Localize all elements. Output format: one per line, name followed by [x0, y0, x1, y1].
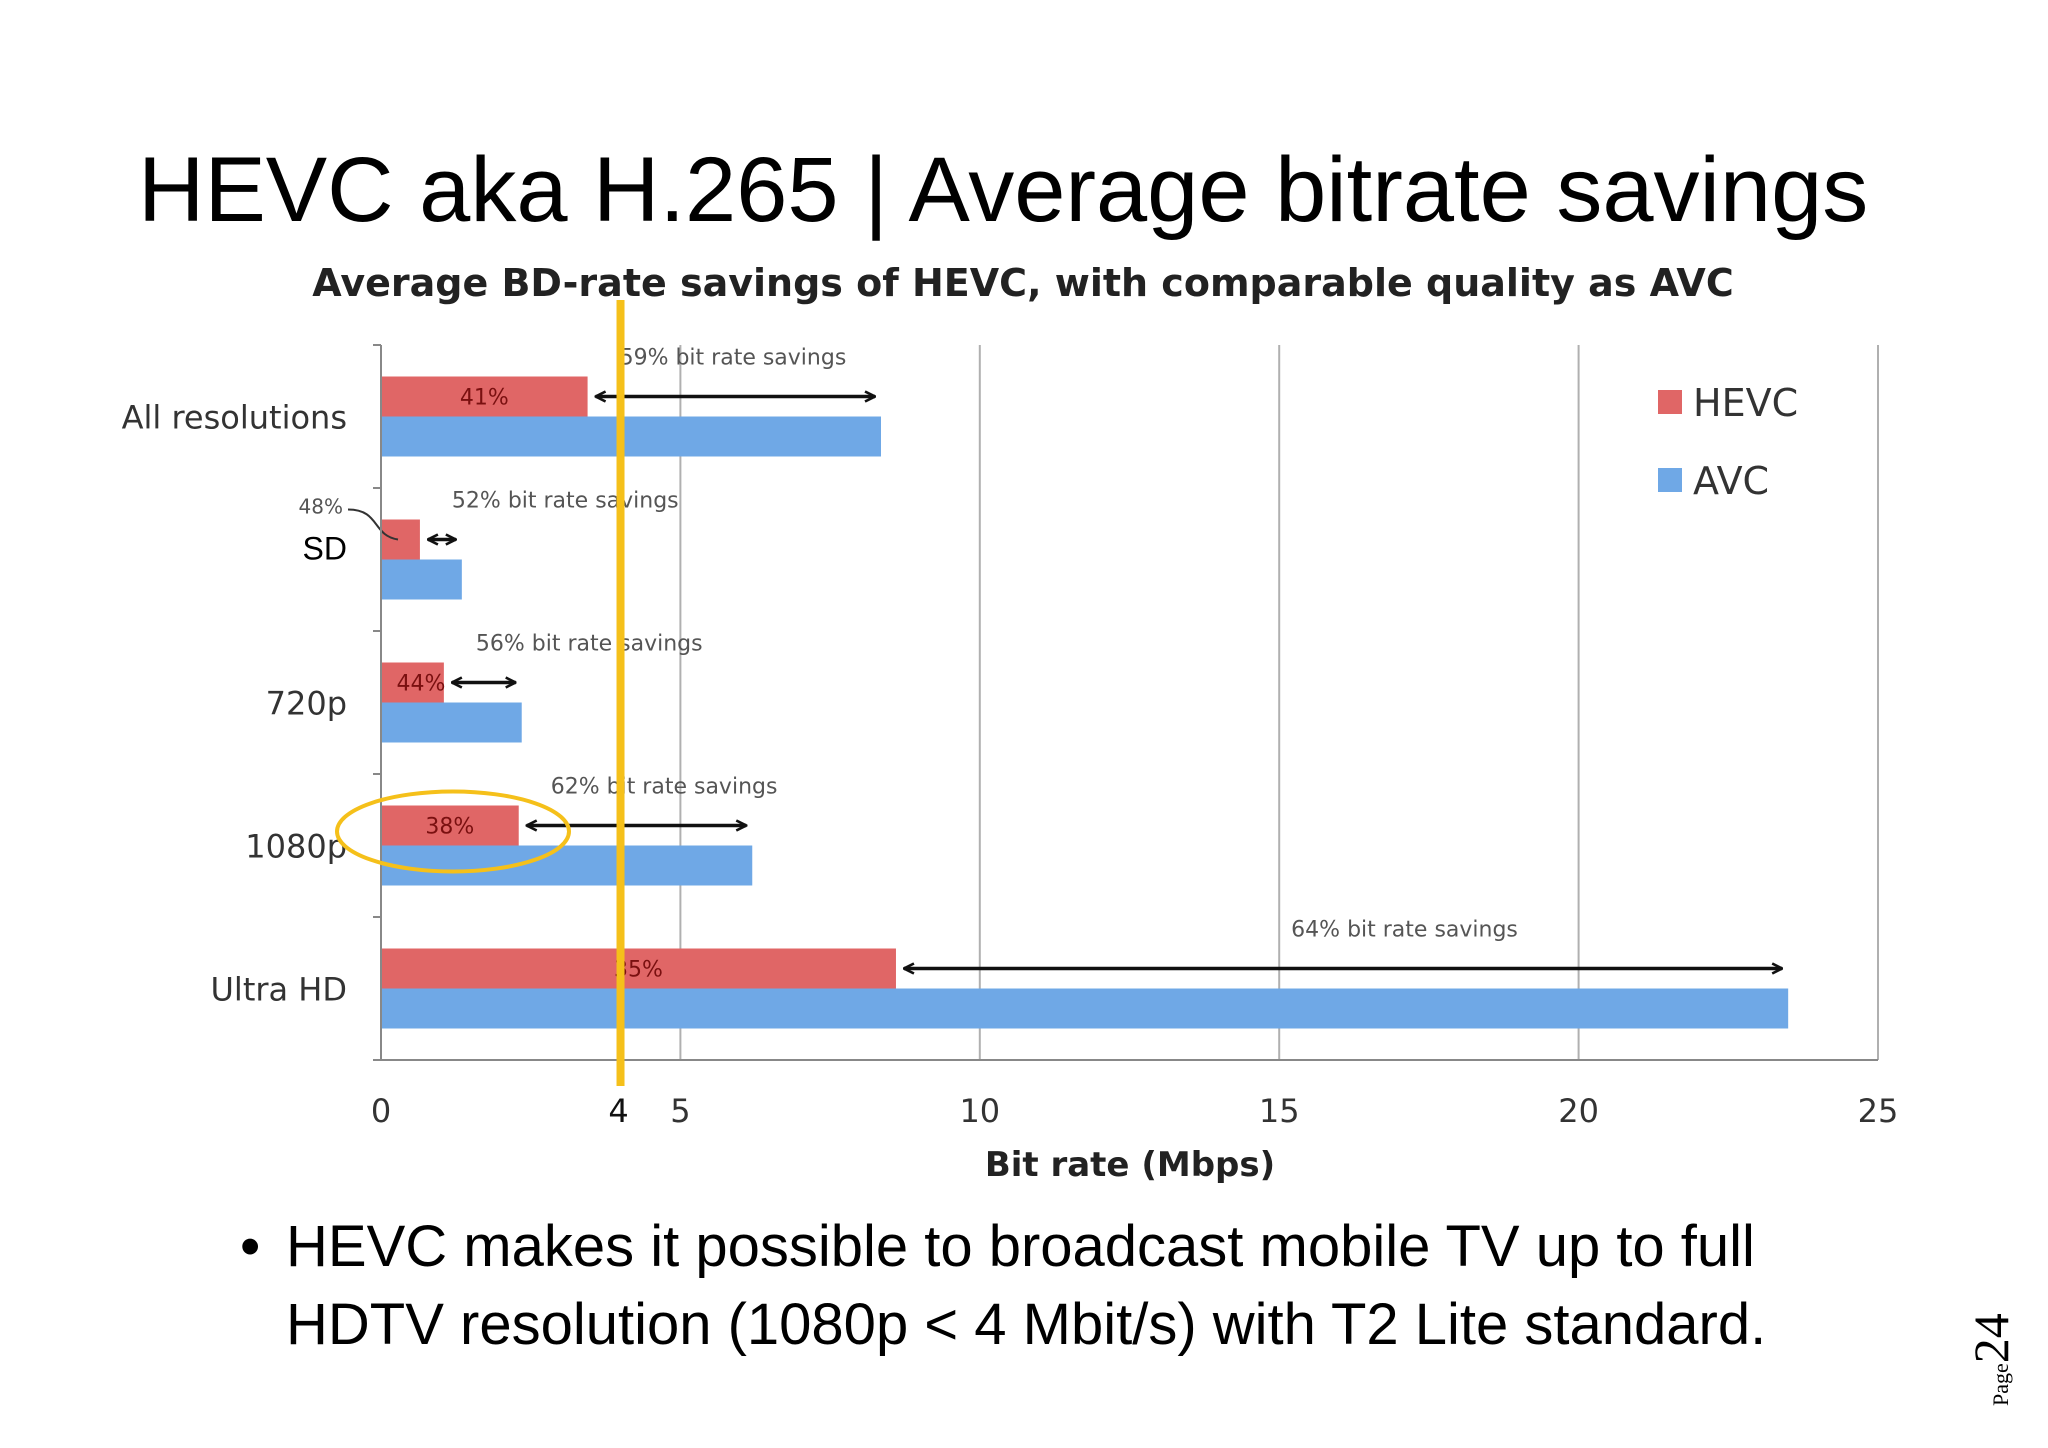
page-number-value: 24: [1963, 1313, 2019, 1364]
hevc-bar: [381, 948, 896, 989]
hevc-bar: [381, 662, 444, 703]
hevc-bar: [381, 519, 420, 560]
avc-bar: [381, 416, 881, 457]
x-tick-label: 5: [670, 1092, 690, 1130]
highlight-ellipse: [335, 789, 571, 874]
page-word: Page: [1988, 1363, 2013, 1406]
bullet-line-1: HEVC makes it possible to broadcast mobi…: [286, 1214, 1755, 1279]
legend-swatch: [1658, 390, 1682, 414]
savings-annotation: 59% bit rate savings: [620, 346, 847, 371]
sd-callout-label: 48%: [299, 495, 343, 519]
hevc-data-label: 44%: [397, 672, 446, 697]
x-tick-label: 10: [959, 1092, 1000, 1130]
hevc-bar: [381, 805, 519, 846]
bullet-text: HEVC makes it possible to broadcast mobi…: [286, 1208, 1766, 1364]
slide-title: HEVC aka H.265 | Average bitrate savings: [138, 139, 1869, 241]
hevc-data-label: 38%: [425, 815, 474, 840]
savings-annotation: 52% bit rate savings: [452, 489, 679, 514]
hevc-data-label: 41%: [460, 386, 509, 411]
category-label: All resolutions: [122, 399, 347, 437]
bullet-dot: •: [240, 1214, 261, 1279]
page-number: Page24: [1940, 1300, 2040, 1410]
category-label: SD: [303, 531, 347, 567]
x-tick-label: 0: [371, 1092, 391, 1130]
hevc-bar: [381, 376, 588, 417]
savings-annotation: 64% bit rate savings: [1291, 918, 1518, 943]
savings-annotation: 56% bit rate savings: [476, 632, 703, 657]
avc-bar: [381, 845, 753, 886]
legend-label: HEVC: [1693, 381, 1798, 425]
x-axis-label: Bit rate (Mbps): [985, 1145, 1275, 1185]
avc-bar: [381, 559, 462, 600]
sd-callout-line: [347, 508, 399, 541]
avc-bar: [381, 988, 1789, 1029]
chart-title: Average BD-rate savings of HEVC, with co…: [312, 261, 1733, 305]
legend-label: AVC: [1693, 459, 1769, 503]
x-tick-label: 15: [1259, 1092, 1300, 1130]
x-tick-label: 20: [1558, 1092, 1599, 1130]
category-label: 1080p: [245, 828, 347, 866]
legend-swatch: [1658, 468, 1682, 492]
savings-annotation: 62% bit rate savings: [551, 775, 778, 800]
avc-bar: [381, 702, 522, 743]
bullet-line-2: HDTV resolution (1080p < 4 Mbit/s) with …: [286, 1292, 1767, 1357]
category-label: Ultra HD: [211, 971, 348, 1009]
category-label: 720p: [266, 685, 347, 723]
x-tick-label: 25: [1858, 1092, 1899, 1130]
reference-line-label: 4: [608, 1092, 628, 1130]
